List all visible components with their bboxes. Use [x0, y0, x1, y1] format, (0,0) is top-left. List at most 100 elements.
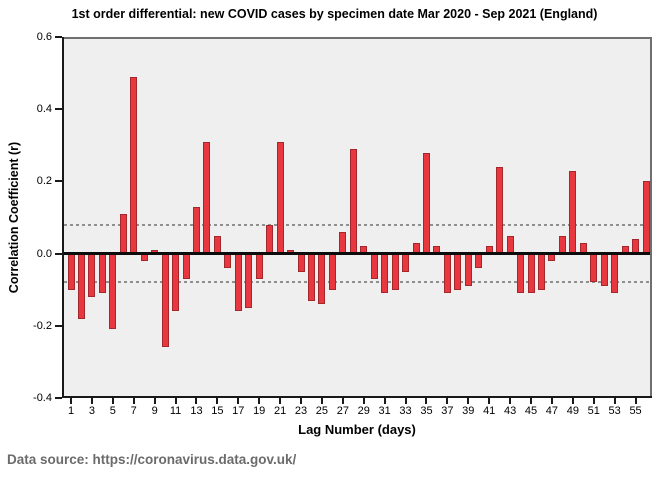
bar-lag-43 — [506, 235, 514, 254]
bar-lag-25 — [318, 253, 326, 305]
x-tick — [174, 398, 177, 404]
x-tick-label: 29 — [357, 405, 370, 417]
bar-lag-27 — [339, 231, 347, 254]
y-tick-label: -0.4 — [33, 392, 52, 404]
y-tick — [55, 252, 62, 255]
bar-lag-3 — [88, 253, 96, 297]
x-tick-label: 41 — [483, 405, 496, 417]
x-tick — [153, 398, 156, 404]
x-tick-label: 35 — [420, 405, 433, 417]
plot-frame-line — [62, 396, 652, 398]
chart-title: 1st order differential: new COVID cases … — [71, 7, 598, 21]
bar-lag-16 — [224, 253, 232, 269]
y-tick — [55, 108, 62, 111]
x-tick-label: 19 — [253, 405, 266, 417]
x-tick-label: 21 — [273, 405, 287, 417]
x-tick — [488, 398, 491, 404]
bar-lag-30 — [370, 253, 378, 279]
y-axis-title: Correlation Coefficient (r) — [7, 141, 21, 294]
x-tick-label: 45 — [524, 405, 538, 417]
x-tick — [300, 398, 302, 404]
bar-lag-42 — [496, 166, 504, 254]
y-tick-label: 0.6 — [36, 31, 52, 43]
bar-lag-53 — [611, 253, 619, 294]
x-tick — [383, 398, 386, 404]
x-tick — [216, 398, 219, 404]
x-tick-label: 23 — [294, 405, 308, 417]
bar-lag-14 — [203, 141, 211, 254]
x-tick-label: 43 — [503, 405, 517, 417]
x-tick — [258, 398, 261, 404]
y-tick — [55, 324, 62, 327]
bar-lag-10 — [161, 253, 169, 348]
bar-lag-13 — [192, 206, 200, 254]
y-tick-label: 0.2 — [36, 175, 52, 188]
bar-lag-17 — [234, 253, 242, 312]
x-tick — [404, 398, 407, 404]
data-source-note: Data source: https://coronavirus.data.go… — [7, 452, 297, 467]
bar-lag-6 — [119, 213, 127, 254]
bar-lag-5 — [109, 253, 117, 330]
x-tick — [530, 398, 533, 404]
bar-lag-12 — [182, 253, 190, 279]
x-tick-label: 3 — [88, 405, 95, 417]
x-tick-label: 33 — [399, 405, 412, 417]
x-tick — [132, 398, 135, 404]
x-tick-label: 39 — [462, 405, 475, 417]
y-tick-label: 0.4 — [36, 103, 52, 116]
x-tick — [571, 398, 574, 404]
x-tick — [341, 398, 344, 404]
x-tick — [111, 398, 114, 404]
bar-lag-7 — [130, 76, 138, 254]
x-tick — [362, 398, 365, 404]
x-tick-label: 51 — [587, 405, 600, 417]
plot-area — [62, 37, 652, 398]
bar-lag-46 — [537, 253, 545, 290]
y-tick-label: 0.0 — [36, 247, 52, 260]
bar-lag-52 — [600, 253, 608, 287]
x-tick-label: 53 — [608, 405, 621, 417]
y-tick-label: -0.2 — [33, 319, 52, 332]
bar-lag-56 — [642, 181, 650, 254]
plot-frame-line — [650, 37, 652, 398]
bar-lag-48 — [558, 235, 566, 254]
bar-lag-51 — [590, 253, 598, 283]
bar-lag-38 — [454, 253, 462, 290]
x-tick-label: 25 — [315, 405, 329, 417]
x-tick — [425, 398, 428, 404]
bar-lag-45 — [527, 253, 535, 294]
x-tick-label: 9 — [151, 405, 158, 417]
bar-lag-44 — [517, 253, 525, 294]
plot-frame-line — [62, 37, 64, 398]
x-tick — [70, 398, 72, 404]
bar-lag-19 — [255, 253, 263, 279]
y-tick — [55, 36, 62, 38]
bar-lag-21 — [276, 141, 284, 254]
plot-frame-line — [62, 37, 652, 39]
x-tick — [634, 398, 637, 404]
x-tick-label: 17 — [232, 405, 245, 417]
zero-line — [62, 252, 652, 256]
bar-lag-28 — [349, 148, 357, 254]
bar-lag-23 — [297, 253, 305, 272]
x-tick — [237, 398, 240, 404]
x-tick — [550, 398, 553, 404]
bar-lag-31 — [381, 253, 389, 294]
bar-lag-1 — [67, 253, 75, 290]
x-tick-label: 27 — [336, 405, 349, 417]
x-tick-label: 7 — [130, 405, 137, 417]
x-tick-label: 15 — [211, 405, 224, 417]
confidence-limit-line — [64, 223, 650, 226]
x-tick — [320, 398, 323, 404]
bar-lag-26 — [328, 253, 336, 290]
x-tick — [279, 398, 282, 404]
bar-lag-4 — [98, 253, 106, 294]
bar-lag-35 — [422, 152, 430, 254]
bar-lag-18 — [245, 253, 253, 308]
bar-lag-15 — [213, 235, 221, 254]
bar-lag-40 — [475, 253, 483, 269]
x-tick-label: 13 — [190, 405, 203, 417]
x-tick-label: 47 — [545, 405, 559, 417]
x-tick — [467, 398, 470, 404]
